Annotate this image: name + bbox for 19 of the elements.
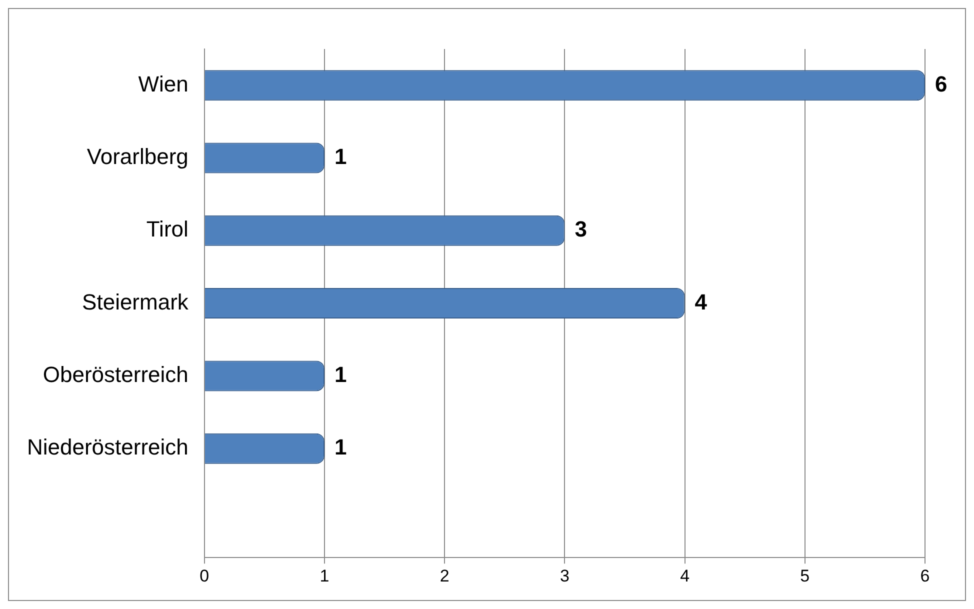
x-tick-label: 4 xyxy=(680,566,690,586)
y-tick-label: Vorarlberg xyxy=(86,144,188,170)
x-tick-label: 2 xyxy=(440,566,450,586)
y-tick-label: Niederösterreich xyxy=(26,434,188,460)
y-tick-label: Oberösterreich xyxy=(42,362,188,388)
data-label: 6 xyxy=(935,71,948,96)
data-label: 1 xyxy=(334,434,347,460)
x-tick-label: 1 xyxy=(320,566,330,586)
y-tick-label: Wien xyxy=(138,71,188,96)
y-tick-label: Steiermark xyxy=(82,289,190,314)
data-label: 3 xyxy=(574,216,587,242)
data-label: 1 xyxy=(334,144,347,170)
y-tick-label: Tirol xyxy=(146,216,188,242)
x-tick-label: 3 xyxy=(560,566,570,586)
x-tick-label: 6 xyxy=(920,566,930,586)
x-tick-label: 5 xyxy=(800,566,810,586)
data-label: 1 xyxy=(334,362,347,388)
data-label: 4 xyxy=(694,289,708,314)
x-tick-label: 0 xyxy=(200,566,210,586)
